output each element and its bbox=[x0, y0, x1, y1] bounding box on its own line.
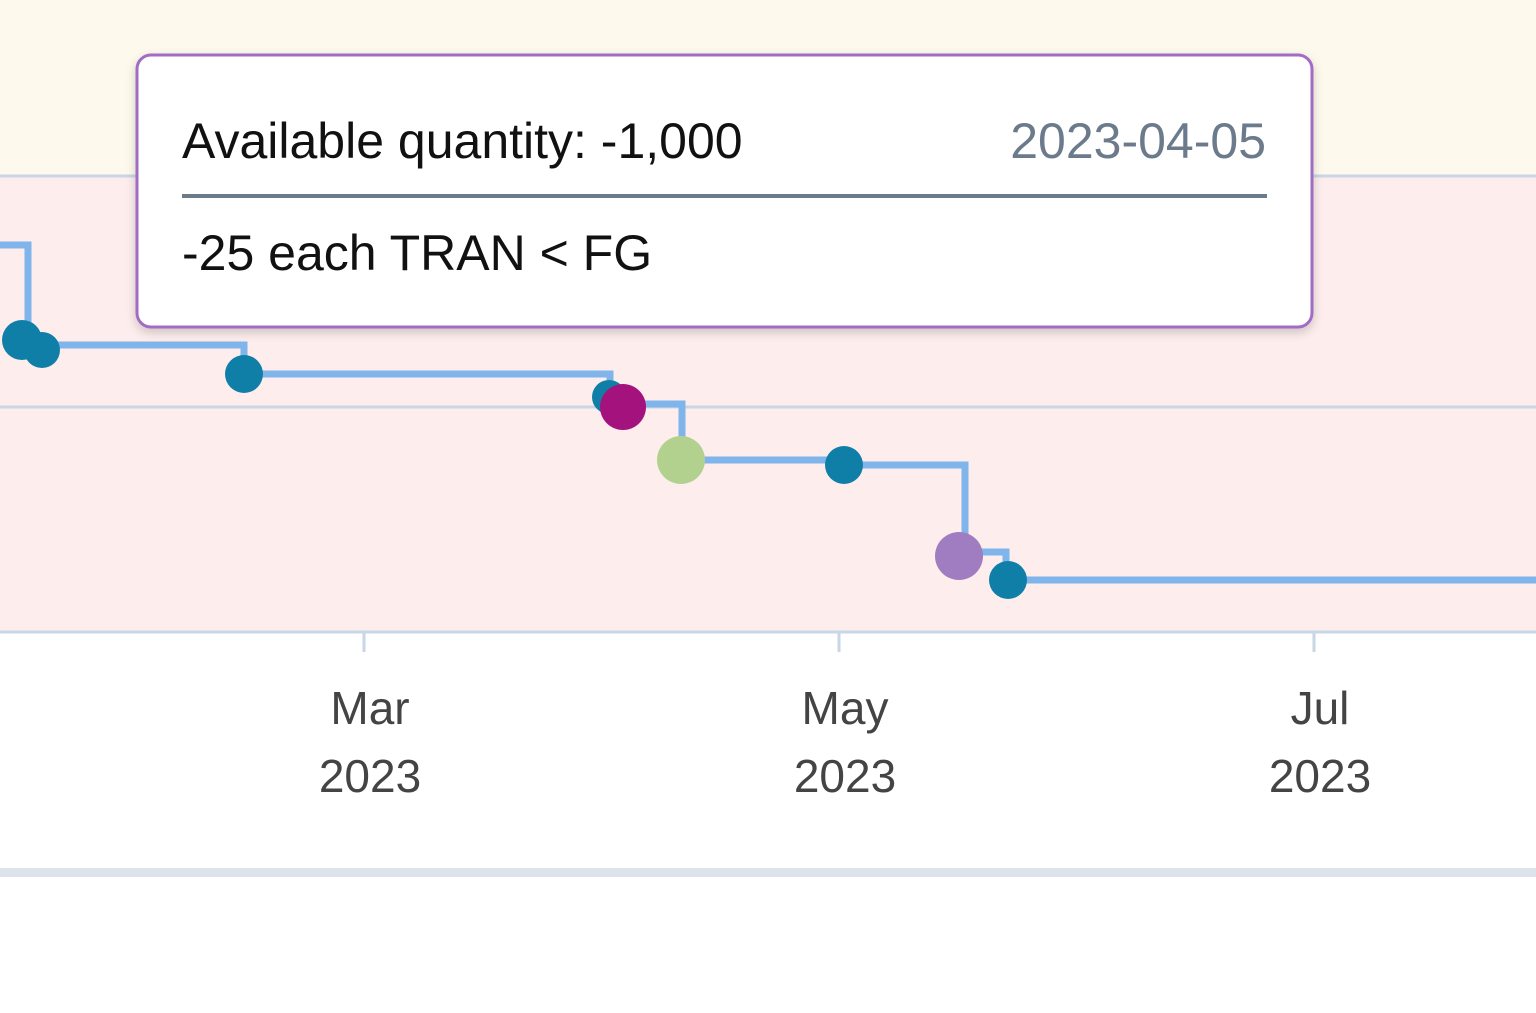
point[interactable] bbox=[989, 561, 1027, 599]
x-axis: Mar 2023 May 2023 Jul 2023 bbox=[319, 632, 1371, 802]
tick-label: 2023 bbox=[319, 750, 421, 802]
point[interactable] bbox=[657, 436, 705, 484]
tick-label: 2023 bbox=[1269, 750, 1371, 802]
tooltip: Available quantity: -1,000 2023-04-05 -2… bbox=[135, 53, 1314, 329]
panel-border bbox=[0, 868, 1536, 877]
tick-label: Mar bbox=[330, 682, 409, 734]
point[interactable] bbox=[225, 355, 263, 393]
tick-label: Jul bbox=[1291, 682, 1350, 734]
tick-label: 2023 bbox=[794, 750, 896, 802]
points bbox=[2, 320, 1027, 599]
point[interactable] bbox=[600, 384, 646, 430]
point[interactable] bbox=[825, 446, 863, 484]
step-line bbox=[0, 241, 1536, 584]
tick-label: May bbox=[802, 682, 889, 734]
tooltip-box bbox=[135, 53, 1314, 329]
tooltip-date: 2023-04-05 bbox=[1010, 113, 1266, 169]
tooltip-title: Available quantity: -1,000 bbox=[182, 113, 743, 169]
point[interactable] bbox=[24, 332, 60, 368]
tooltip-detail: -25 each TRAN < FG bbox=[182, 225, 652, 281]
point[interactable] bbox=[935, 532, 983, 580]
